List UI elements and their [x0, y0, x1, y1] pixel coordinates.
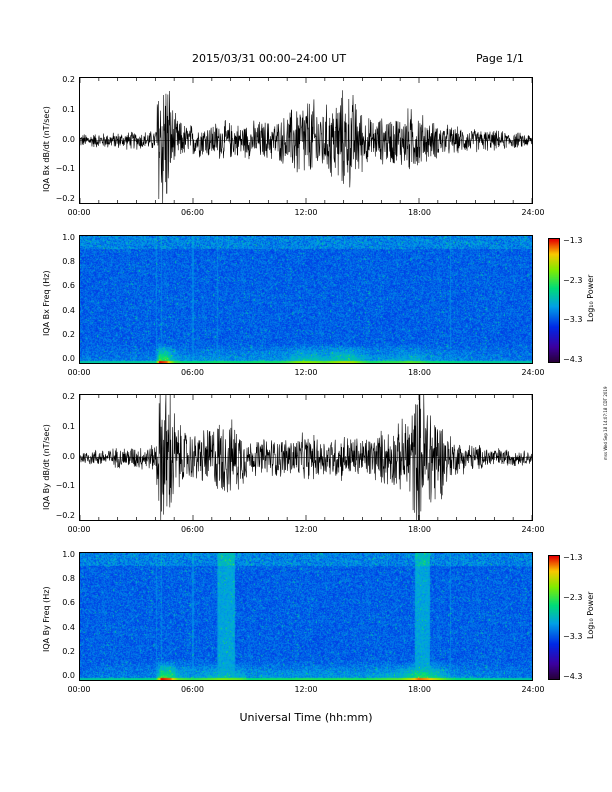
colorbar-tick-label: −1.3 [563, 236, 583, 245]
x-tick-label: 00:00 [67, 525, 91, 534]
bx-freq-ylabel: IQA Bx Freq (Hz) [42, 270, 51, 336]
x-tick-label: 18:00 [407, 685, 432, 694]
x-tick-label: 06:00 [180, 525, 205, 534]
colorbar [548, 555, 560, 680]
x-tick-label: 12:00 [294, 685, 318, 694]
y-tick-label: 0.2 [62, 646, 75, 656]
x-tick-label: 24:00 [521, 525, 545, 534]
y-tick-label: 0.6 [62, 281, 75, 291]
colorbar-tick-label: −3.3 [563, 632, 583, 642]
x-tick-label: 24:00 [521, 685, 545, 694]
y-tick-label: −0.2 [55, 194, 75, 203]
x-tick-label: 18:00 [407, 525, 432, 534]
by-freq-ylabel: IQA By Freq (Hz) [42, 586, 51, 652]
dbdt-series-line [80, 90, 532, 203]
y-tick-label: 0.0 [62, 134, 75, 144]
y-tick-label: 0.2 [62, 75, 75, 84]
y-tick-label: 0.2 [62, 329, 75, 339]
x-tick-label: 00:00 [67, 685, 91, 694]
generation-stamp: mss Wed Sep 18 14:07:18 CDT 2019 [603, 386, 608, 460]
bx-freq-spectrogram [79, 235, 533, 364]
colorbar-tick-label: −1.3 [563, 553, 583, 562]
x-tick-label: 18:00 [407, 208, 432, 217]
colorbar-tick-label: −2.3 [563, 275, 583, 285]
y-tick-label: 0.8 [62, 574, 75, 584]
y-tick-label: 0.8 [62, 257, 75, 267]
by-dbdt-plot [79, 394, 533, 521]
date-range-title: 2015/03/31 00:00–24:00 UT [192, 52, 347, 65]
bx-dbdt-ylabel: IQA Bx dB/dt (nT/sec) [42, 106, 51, 192]
by-freq-spectrogram [79, 552, 533, 681]
x-tick-label: 06:00 [180, 368, 205, 377]
y-tick-label: 0.0 [62, 671, 75, 680]
colorbar-tick-label: −4.3 [563, 355, 583, 364]
colorbar-tick-label: −2.3 [563, 592, 583, 602]
x-tick-label: 00:00 [67, 368, 91, 377]
y-tick-label: 0.0 [62, 354, 75, 363]
x-tick-label: 00:00 [67, 208, 91, 217]
y-tick-label: −0.1 [55, 481, 75, 491]
bx-dbdt-plot [79, 77, 533, 204]
x-tick-label: 12:00 [294, 525, 318, 534]
x-tick-label: 12:00 [294, 368, 318, 377]
dbdt-series-line [80, 395, 532, 520]
x-tick-label: 24:00 [521, 208, 545, 217]
y-tick-label: 1.0 [62, 233, 75, 242]
by-dbdt-trace [80, 395, 532, 520]
bx-dbdt-trace [80, 78, 532, 203]
x-tick-label: 18:00 [407, 368, 432, 377]
colorbar-label: Log₁₀ Power [586, 274, 595, 322]
page-number: Page 1/1 [476, 52, 524, 65]
by-spectrogram-image [80, 553, 532, 680]
y-tick-label: 0.1 [62, 104, 75, 114]
colorbar [548, 238, 560, 363]
y-tick-label: 0.0 [62, 451, 75, 461]
y-tick-label: −0.1 [55, 164, 75, 174]
y-tick-label: −0.2 [55, 511, 75, 520]
y-tick-label: 1.0 [62, 550, 75, 559]
colorbar-tick-label: −4.3 [563, 672, 583, 681]
x-tick-label: 12:00 [294, 208, 318, 217]
y-tick-label: 0.4 [62, 622, 75, 632]
x-axis-title: Universal Time (hh:mm) [239, 711, 373, 724]
bx-spectrogram-image [80, 236, 532, 363]
y-tick-label: 0.6 [62, 598, 75, 608]
colorbar-tick-label: −3.3 [563, 315, 583, 325]
y-tick-label: 0.1 [62, 421, 75, 431]
x-tick-label: 06:00 [180, 208, 205, 217]
colorbar-label: Log₁₀ Power [586, 591, 595, 639]
y-tick-label: 0.4 [62, 305, 75, 315]
x-tick-label: 24:00 [521, 368, 545, 377]
y-tick-label: 0.2 [62, 392, 75, 401]
x-tick-label: 06:00 [180, 685, 205, 694]
by-dbdt-ylabel: IQA By dB/dt (nT/sec) [42, 424, 51, 510]
